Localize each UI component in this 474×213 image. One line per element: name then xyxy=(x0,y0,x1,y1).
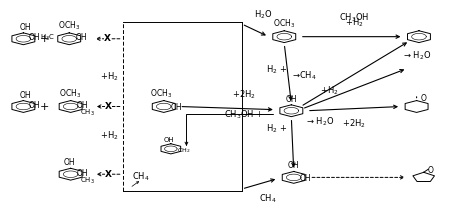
Text: H$_2$ +: H$_2$ + xyxy=(265,63,287,76)
Text: H$_2$O: H$_2$O xyxy=(254,8,272,21)
Text: H$_3$C: H$_3$C xyxy=(40,33,55,43)
Text: OH: OH xyxy=(29,101,41,110)
Text: OH: OH xyxy=(300,174,311,183)
Text: X: X xyxy=(105,170,112,179)
Text: +H$_2$: +H$_2$ xyxy=(100,130,119,142)
Text: O: O xyxy=(428,166,433,175)
Text: OH: OH xyxy=(288,161,300,170)
Text: CH$_4$: CH$_4$ xyxy=(259,192,276,205)
Text: OH: OH xyxy=(163,137,174,143)
Text: OH: OH xyxy=(20,91,32,99)
Text: OH: OH xyxy=(77,101,89,110)
Text: OCH$_3$: OCH$_3$ xyxy=(273,17,295,30)
Text: CH$_3$OH: CH$_3$OH xyxy=(339,12,369,24)
Text: →CH$_4$: →CH$_4$ xyxy=(292,70,317,82)
Text: X: X xyxy=(105,102,112,111)
Text: OH: OH xyxy=(171,103,182,112)
Text: OCH$_3$: OCH$_3$ xyxy=(150,87,173,99)
Text: H$_2$ +: H$_2$ + xyxy=(265,122,287,135)
Text: CH$_4$: CH$_4$ xyxy=(132,170,150,183)
Text: OH: OH xyxy=(285,95,297,104)
Text: → H$_2$O: → H$_2$O xyxy=(306,116,334,128)
Text: OH: OH xyxy=(64,158,75,167)
Text: CH$_3$: CH$_3$ xyxy=(80,108,95,118)
Text: X: X xyxy=(104,34,111,43)
Text: O: O xyxy=(420,94,426,103)
Text: OH: OH xyxy=(20,23,32,32)
Text: OH: OH xyxy=(75,33,87,42)
Text: OH: OH xyxy=(77,169,89,178)
Text: +H$_2$: +H$_2$ xyxy=(345,17,363,29)
Text: +: + xyxy=(39,34,49,44)
Text: +H$_2$: +H$_2$ xyxy=(319,84,338,97)
Text: CH$_3$OH +: CH$_3$OH + xyxy=(224,109,264,121)
Text: +2H$_2$: +2H$_2$ xyxy=(342,117,366,130)
Text: OCH$_3$: OCH$_3$ xyxy=(59,87,81,99)
Text: CH$_3$: CH$_3$ xyxy=(80,176,95,186)
Text: CH$_2$: CH$_2$ xyxy=(176,147,190,155)
Text: +2H$_2$: +2H$_2$ xyxy=(232,89,256,101)
Text: OCH$_3$: OCH$_3$ xyxy=(58,19,80,32)
Text: +H$_2$: +H$_2$ xyxy=(100,71,119,83)
Text: OH: OH xyxy=(29,33,41,42)
Text: → H$_2$O: → H$_2$O xyxy=(402,50,431,62)
Text: +: + xyxy=(39,102,49,111)
